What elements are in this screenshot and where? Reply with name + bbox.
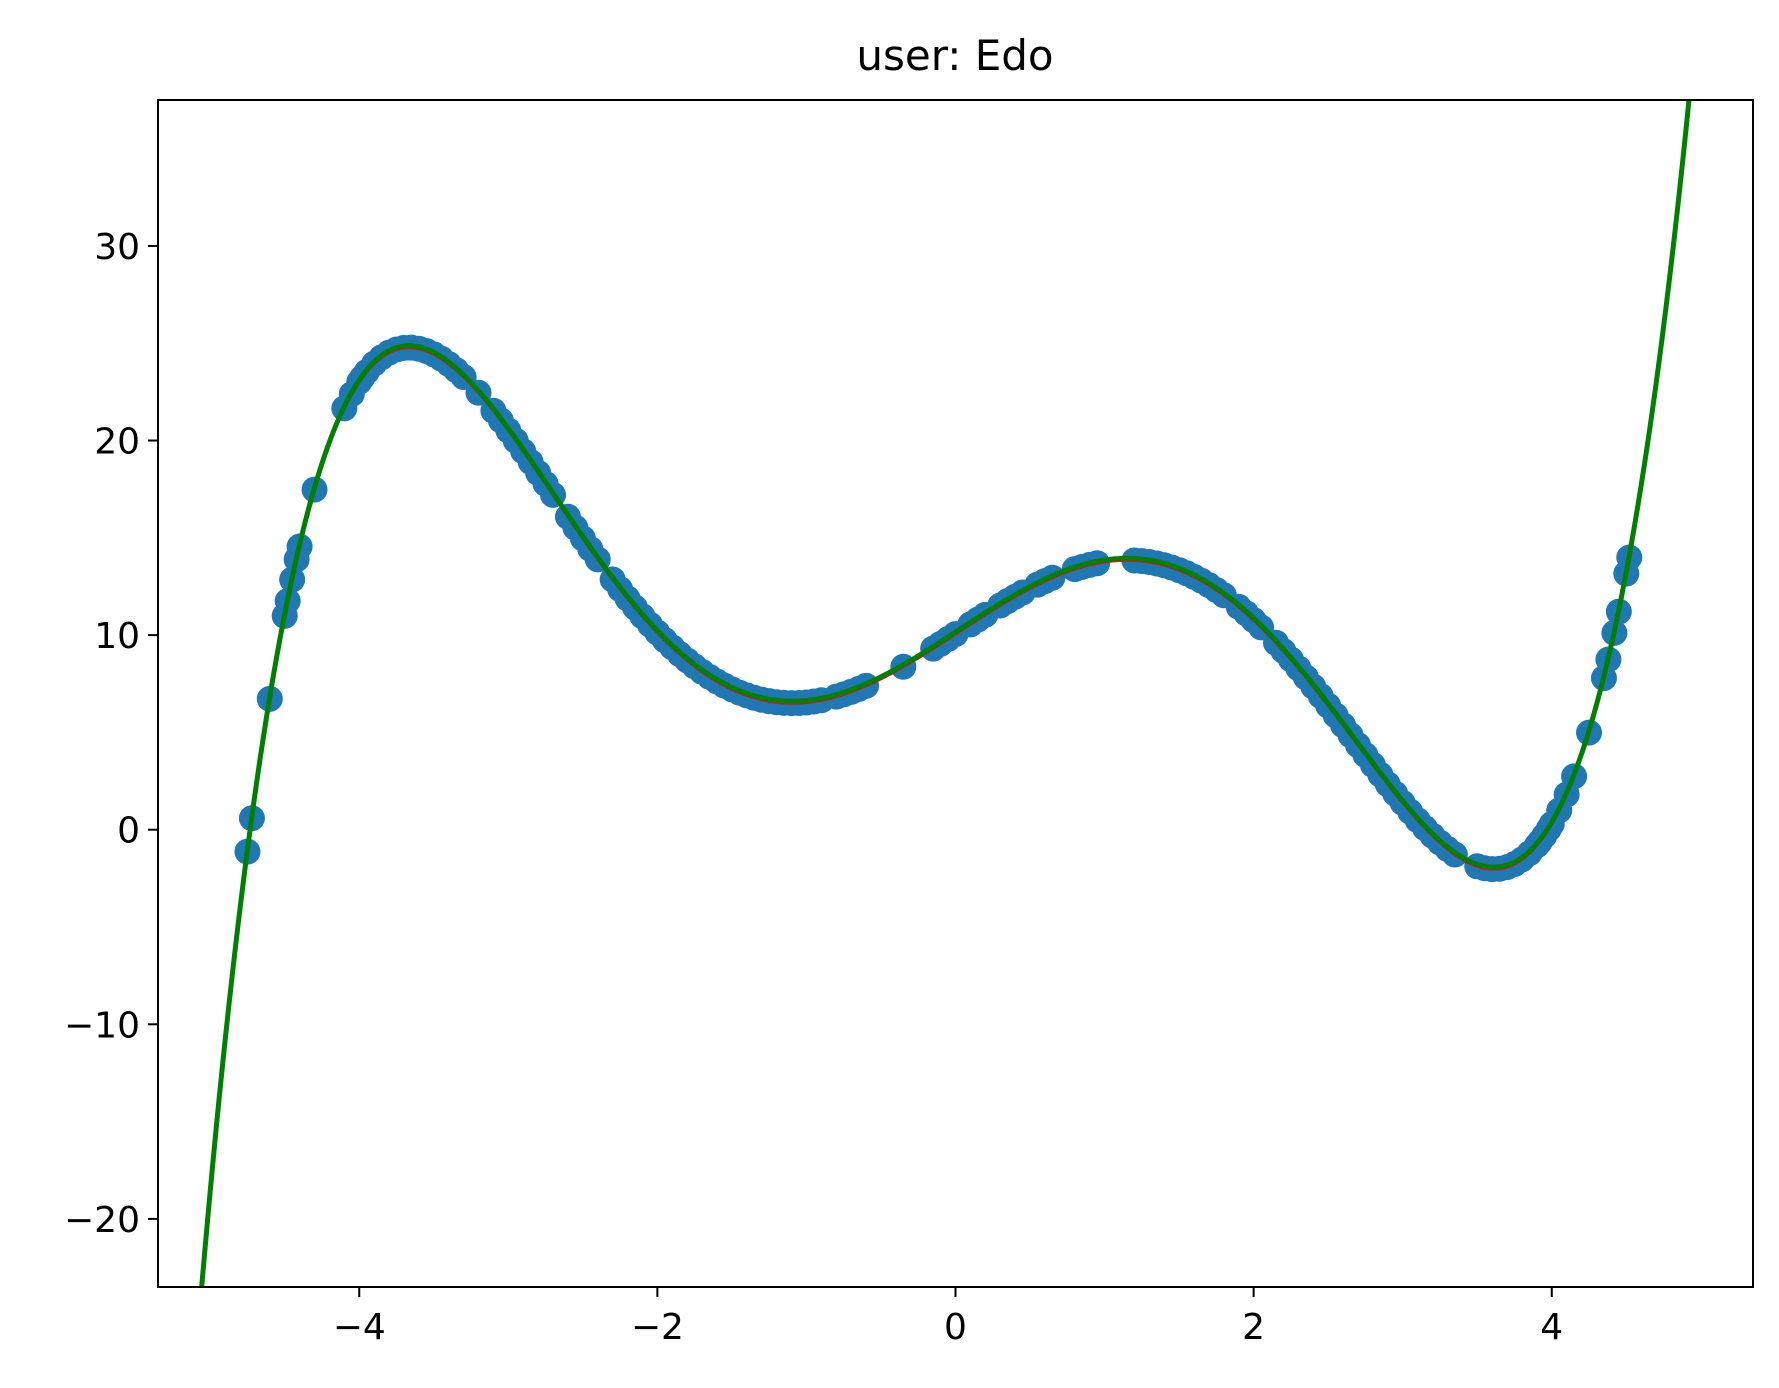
- x-tick-label: −2: [631, 1307, 684, 1348]
- x-tick-label: 2: [1242, 1307, 1265, 1348]
- y-tick-label: 30: [94, 227, 140, 268]
- y-tick-label: 20: [94, 422, 140, 463]
- y-tick-label: −20: [64, 1200, 140, 1241]
- chart-title: user: Edo: [856, 31, 1053, 80]
- plot-area: [199, 100, 1692, 1287]
- x-axis: −4 −2 0 2 4: [333, 1287, 1563, 1348]
- x-tick-label: 4: [1540, 1307, 1563, 1348]
- y-axis: −20 −10 0 10 20 30: [64, 227, 158, 1241]
- x-tick-label: 0: [944, 1307, 967, 1348]
- y-tick-label: −10: [64, 1005, 140, 1046]
- fit-line-green: [199, 100, 1692, 1287]
- y-tick-label: 0: [117, 811, 140, 852]
- y-tick-label: 10: [94, 616, 140, 657]
- x-tick-label: −4: [333, 1307, 386, 1348]
